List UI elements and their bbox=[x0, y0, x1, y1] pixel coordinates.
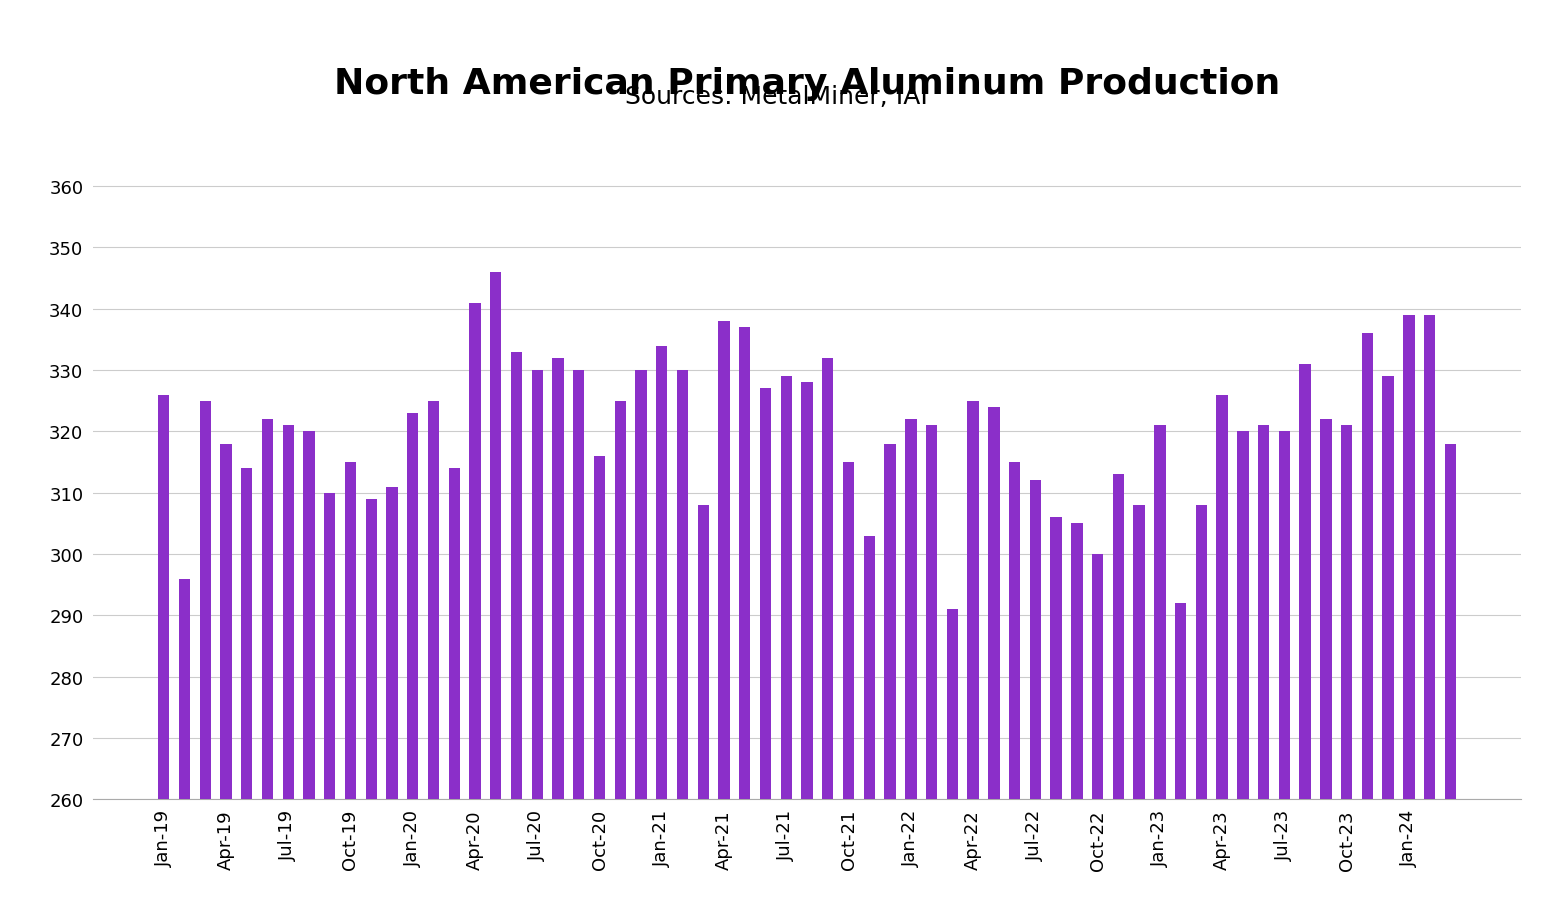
Bar bbox=[863, 536, 875, 919]
Bar bbox=[1321, 420, 1332, 919]
Bar bbox=[1361, 334, 1374, 919]
Bar bbox=[178, 579, 191, 919]
Bar bbox=[241, 469, 253, 919]
Bar bbox=[345, 462, 357, 919]
Bar bbox=[905, 420, 917, 919]
Bar bbox=[823, 358, 833, 919]
Bar bbox=[1237, 432, 1248, 919]
Bar bbox=[967, 402, 979, 919]
Bar bbox=[553, 358, 563, 919]
Bar bbox=[1217, 395, 1228, 919]
Bar bbox=[677, 370, 688, 919]
Bar bbox=[386, 487, 397, 919]
Bar bbox=[760, 389, 771, 919]
Bar bbox=[594, 457, 605, 919]
Bar bbox=[739, 328, 751, 919]
Bar bbox=[490, 273, 501, 919]
Bar bbox=[1445, 444, 1456, 919]
Bar bbox=[1155, 425, 1166, 919]
Bar bbox=[1403, 315, 1414, 919]
Bar bbox=[801, 383, 813, 919]
Bar bbox=[927, 425, 937, 919]
Bar bbox=[1299, 365, 1311, 919]
Bar bbox=[719, 322, 729, 919]
Bar bbox=[1175, 604, 1186, 919]
Bar bbox=[282, 425, 293, 919]
Bar bbox=[1029, 481, 1041, 919]
Bar bbox=[656, 346, 667, 919]
Bar bbox=[531, 370, 543, 919]
Bar bbox=[947, 609, 958, 919]
Text: Sources: MetalMiner, IAI: Sources: MetalMiner, IAI bbox=[624, 85, 928, 108]
Bar bbox=[1133, 505, 1145, 919]
Bar bbox=[843, 462, 854, 919]
Bar bbox=[573, 370, 585, 919]
Bar bbox=[781, 377, 792, 919]
Bar bbox=[366, 499, 377, 919]
Bar bbox=[697, 505, 709, 919]
Bar bbox=[158, 395, 169, 919]
Bar bbox=[1279, 432, 1290, 919]
Bar bbox=[885, 444, 896, 919]
Bar bbox=[989, 407, 999, 919]
Bar bbox=[635, 370, 647, 919]
Bar bbox=[303, 432, 315, 919]
Bar bbox=[1195, 505, 1207, 919]
Bar bbox=[1341, 425, 1352, 919]
Bar bbox=[615, 402, 625, 919]
Bar bbox=[262, 420, 273, 919]
Bar bbox=[324, 494, 335, 919]
Bar bbox=[1093, 554, 1103, 919]
Bar bbox=[469, 303, 481, 919]
Bar bbox=[449, 469, 459, 919]
Bar bbox=[220, 444, 231, 919]
Bar bbox=[1071, 524, 1083, 919]
Bar bbox=[511, 352, 521, 919]
Bar bbox=[1113, 475, 1124, 919]
Bar bbox=[428, 402, 439, 919]
Bar bbox=[1009, 462, 1020, 919]
Bar bbox=[1423, 315, 1436, 919]
Bar bbox=[1051, 517, 1062, 919]
Bar bbox=[200, 402, 211, 919]
Bar bbox=[1257, 425, 1270, 919]
Title: North American Primary Aluminum Production: North American Primary Aluminum Producti… bbox=[334, 67, 1280, 101]
Bar bbox=[407, 414, 419, 919]
Bar bbox=[1383, 377, 1394, 919]
